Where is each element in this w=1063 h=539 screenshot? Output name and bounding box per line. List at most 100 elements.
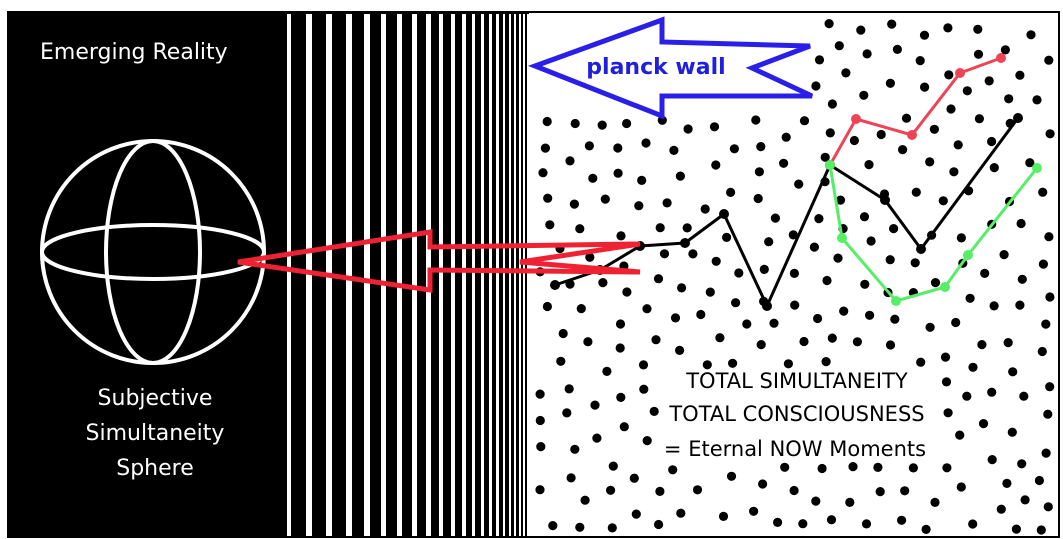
dot (885, 78, 896, 88)
dot (542, 301, 553, 312)
dot (570, 118, 580, 129)
dot (1004, 94, 1014, 104)
black-path-node (550, 280, 560, 290)
particle-dots (535, 19, 1055, 535)
dot (542, 116, 552, 127)
dot (809, 242, 820, 252)
dot (1044, 55, 1054, 65)
dot (862, 49, 872, 59)
dot (955, 430, 965, 440)
dot (1045, 129, 1055, 139)
outer-frame (7, 11, 1060, 538)
reality-arrow (237, 229, 641, 293)
dot (822, 275, 832, 286)
dot (662, 198, 672, 208)
dot (848, 462, 858, 472)
dot (987, 387, 997, 397)
dot (974, 114, 985, 124)
dot (653, 274, 664, 284)
dot (821, 357, 831, 367)
dot (631, 509, 641, 519)
dot (715, 333, 725, 343)
green-path-node (1032, 163, 1042, 173)
sphere-label-line-3: Sphere (116, 456, 194, 481)
dot (827, 99, 838, 109)
dot (921, 524, 931, 535)
stripe (519, 14, 521, 536)
dot (1041, 448, 1051, 458)
dot (675, 345, 685, 355)
dot (987, 455, 997, 465)
stripe (287, 14, 291, 536)
dot (845, 497, 855, 507)
dot (835, 195, 846, 205)
stripe (514, 14, 516, 536)
dot (824, 19, 834, 29)
dot (638, 360, 649, 370)
green-path-line (828, 164, 1039, 303)
dot (892, 44, 903, 55)
dot (700, 204, 710, 214)
dot (1008, 367, 1018, 377)
dot (827, 333, 837, 343)
dot (1045, 382, 1055, 392)
stripe (481, 14, 484, 536)
caption-line-3: = Eternal NOW Moments (664, 437, 926, 461)
red-path-node (907, 130, 917, 140)
dot (817, 463, 827, 474)
dot (779, 158, 789, 168)
dot (885, 340, 896, 350)
emerging-reality-heading: Emerging Reality (40, 40, 228, 65)
dot (956, 233, 967, 243)
dot (1000, 45, 1011, 55)
dot (908, 463, 919, 473)
dot (749, 506, 759, 516)
dot (866, 236, 876, 246)
dot (615, 343, 625, 353)
dot (556, 356, 566, 366)
dot (600, 194, 610, 204)
dot (944, 70, 954, 80)
dot (613, 168, 623, 178)
black-path-line (554, 117, 1020, 308)
dot (826, 515, 837, 525)
green-path-node (891, 296, 901, 306)
caption-line-2: TOTAL CONSCIOUSNESS (668, 402, 924, 426)
dot (535, 415, 545, 426)
dot (984, 76, 994, 86)
dot (566, 473, 576, 483)
stripe (462, 14, 466, 536)
dot (946, 104, 956, 114)
dot (585, 252, 595, 262)
dot (861, 519, 872, 529)
dot (728, 358, 738, 368)
caption-line-1: TOTAL SIMULTANEITY (685, 369, 908, 393)
dot (953, 140, 963, 150)
dot (608, 461, 618, 471)
dot (943, 23, 953, 33)
dot (722, 232, 732, 242)
stripe (306, 14, 312, 536)
dot (996, 504, 1006, 514)
dot (575, 522, 585, 532)
dot (956, 482, 966, 492)
dot (540, 143, 551, 153)
dot (642, 304, 652, 314)
sphere-label-line-1: Subjective (98, 386, 213, 411)
dot (811, 81, 821, 91)
dot (731, 298, 741, 308)
stripe (364, 14, 370, 536)
planck-wall-arrow (527, 16, 814, 120)
dot (565, 156, 575, 166)
dot (915, 56, 925, 66)
dot (789, 485, 799, 496)
dot (930, 497, 940, 507)
dot (839, 306, 849, 316)
dot (607, 523, 617, 533)
dot (941, 377, 952, 387)
dot (597, 120, 607, 130)
dot (929, 124, 940, 134)
dot (989, 301, 999, 311)
dot (1020, 495, 1030, 505)
dot (876, 129, 886, 140)
